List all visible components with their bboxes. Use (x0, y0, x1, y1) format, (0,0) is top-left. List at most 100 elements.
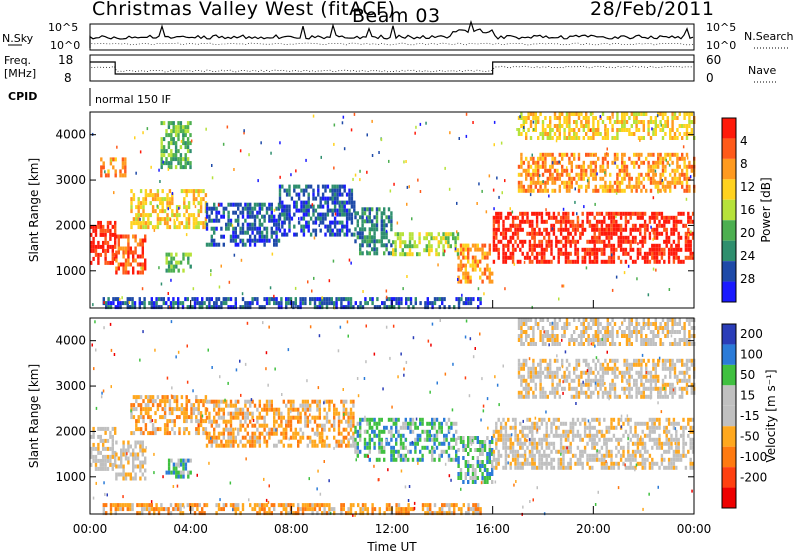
heatmap-cell (541, 252, 543, 256)
heatmap-cell (676, 136, 678, 140)
heatmap-cell (230, 235, 232, 239)
heatmap-cell (211, 227, 213, 231)
heatmap-cell (688, 161, 690, 165)
heatmap-cell (298, 185, 300, 189)
heatmap-cell (139, 461, 141, 465)
heatmap-cell (582, 224, 584, 228)
heatmap-cell (263, 219, 265, 223)
heatmap-speckle (648, 293, 650, 296)
heatmap-cell (591, 236, 593, 240)
heatmap-cell (317, 205, 319, 209)
heatmap-cell (400, 434, 402, 438)
heatmap-cell (334, 221, 336, 225)
heatmap-cell (673, 224, 675, 228)
heatmap-cell (554, 112, 556, 116)
heatmap-cell (186, 415, 188, 419)
heatmap-cell (176, 225, 178, 229)
heatmap-cell (484, 464, 486, 468)
heatmap-cell (474, 244, 476, 248)
heatmap-cell (565, 438, 567, 442)
heatmap-cell (498, 458, 500, 462)
heatmap-cell (104, 431, 106, 435)
heatmap-cell (620, 240, 622, 244)
heatmap-cell (122, 251, 124, 255)
heatmap-cell (180, 125, 182, 129)
heatmap-cell (170, 301, 172, 305)
heatmap-cell (152, 427, 154, 431)
heatmap-cell (510, 450, 512, 454)
heatmap-cell (606, 438, 608, 442)
heatmap-cell (595, 132, 597, 136)
heatmap-cell (441, 426, 443, 430)
heatmap-cell (215, 297, 217, 301)
heatmap-cell (132, 259, 134, 263)
heatmap-cell (173, 137, 175, 141)
heatmap-cell (628, 177, 630, 181)
heatmap-cell (606, 224, 608, 228)
heatmap-cell (529, 224, 531, 228)
heatmap-cell (249, 404, 251, 408)
heatmap-cell (627, 240, 629, 244)
heatmap-cell (187, 121, 189, 125)
heatmap-cell (537, 181, 539, 185)
heatmap-cell (430, 236, 432, 240)
heatmap-cell (208, 207, 210, 211)
heatmap-cell (596, 260, 598, 264)
heatmap-cell (574, 228, 576, 232)
heatmap-cell (602, 185, 604, 189)
heatmap-cell (622, 228, 624, 232)
heatmap-cell (462, 436, 464, 440)
heatmap-cell (602, 161, 604, 165)
heatmap-cell (546, 438, 548, 442)
heatmap-cell (152, 399, 154, 403)
colorbar-segment (722, 220, 736, 240)
heatmap-cell (465, 444, 467, 448)
heatmap-cell (620, 236, 622, 240)
heatmap-cell (237, 400, 239, 404)
heatmap-cell (130, 189, 132, 193)
heatmap-cell (266, 239, 268, 243)
heatmap-cell (556, 124, 558, 128)
heatmap-cell (138, 209, 140, 213)
heatmap-cell (491, 272, 493, 276)
heatmap-cell (628, 157, 630, 161)
heatmap-cell (531, 438, 533, 442)
heatmap-cell (606, 228, 608, 232)
heatmap-cell (230, 424, 232, 428)
heatmap-cell (303, 213, 305, 217)
heatmap-cell (178, 471, 180, 475)
heatmap-speckle (212, 176, 214, 179)
heatmap-cell (357, 235, 359, 239)
heatmap-cell (341, 213, 343, 217)
heatmap-cell (189, 121, 191, 125)
heatmap-cell (678, 458, 680, 462)
heatmap-cell (654, 430, 656, 434)
heatmap-cell (562, 454, 564, 458)
heatmap-cell (615, 248, 617, 252)
heatmap-cell (144, 239, 146, 243)
heatmap-cell (190, 411, 192, 415)
heatmap-cell (559, 116, 561, 120)
heatmap-cell (165, 301, 167, 305)
heatmap-cell (186, 209, 188, 213)
heatmap-cell (281, 213, 283, 217)
heatmap-cell (145, 189, 147, 193)
heatmap-cell (339, 229, 341, 233)
heatmap-cell (596, 434, 598, 438)
heatmap-cell (462, 248, 464, 252)
heatmap-cell (567, 260, 569, 264)
heatmap-cell (392, 252, 394, 256)
heatmap-speckle (104, 170, 106, 173)
heatmap-cell (644, 232, 646, 236)
heatmap-cell (154, 411, 156, 415)
heatmap-cell (548, 212, 550, 216)
heatmap-cell (678, 244, 680, 248)
heatmap-cell (225, 301, 227, 305)
heatmap-cell (92, 229, 94, 233)
heatmap-cell (122, 247, 124, 251)
heatmap-cell (661, 256, 663, 260)
heatmap-cell (220, 400, 222, 404)
heatmap-cell (620, 458, 622, 462)
heatmap-cell (507, 434, 509, 438)
